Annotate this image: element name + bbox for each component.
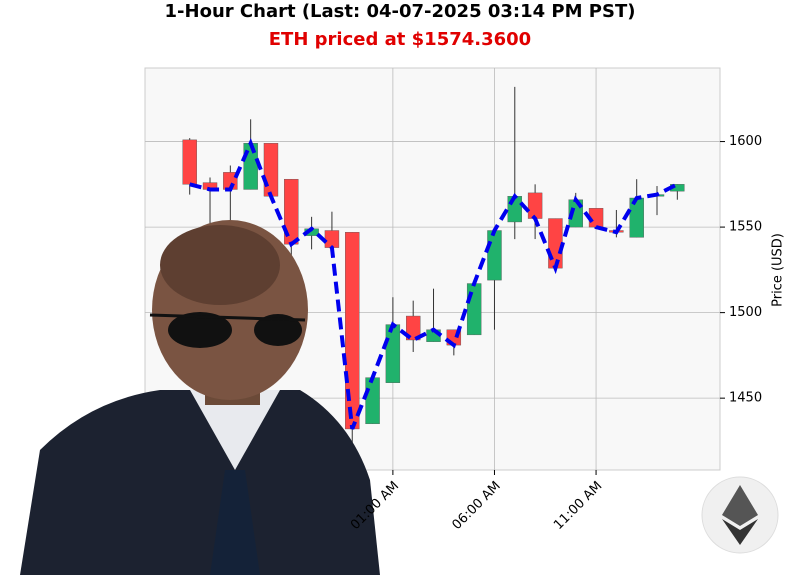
y-axis-label: Price (USD) xyxy=(771,233,786,307)
candle-body xyxy=(466,283,482,336)
avatar xyxy=(20,220,380,575)
close-line xyxy=(189,138,679,430)
chart-title: 1-Hour Chart (Last: 04-07-2025 03:14 PM … xyxy=(165,1,636,22)
x-tick-label: 11:00 AM xyxy=(551,479,605,533)
y-tick-label: 1450 xyxy=(729,391,762,406)
y-tick-label: 1500 xyxy=(729,305,762,320)
eth-logo xyxy=(701,476,779,554)
candle-body xyxy=(385,324,401,383)
candle-body xyxy=(365,377,380,425)
candle-body xyxy=(263,143,279,197)
chart-subtitle: ETH priced at $1574.3600 xyxy=(269,29,531,50)
candle-body xyxy=(405,315,421,341)
plot: 1450 1500 1550 1600 xyxy=(145,68,762,475)
candle-body xyxy=(182,139,197,185)
candle-body xyxy=(487,230,502,281)
y-tick-label: 1600 xyxy=(729,134,762,149)
y-tick-label: 1550 xyxy=(729,220,762,235)
x-tick-label: 06:00 AM xyxy=(450,479,504,533)
candle-body xyxy=(548,218,563,269)
candle-body xyxy=(324,230,340,248)
candle-body xyxy=(527,192,543,219)
candle-body xyxy=(629,197,644,238)
